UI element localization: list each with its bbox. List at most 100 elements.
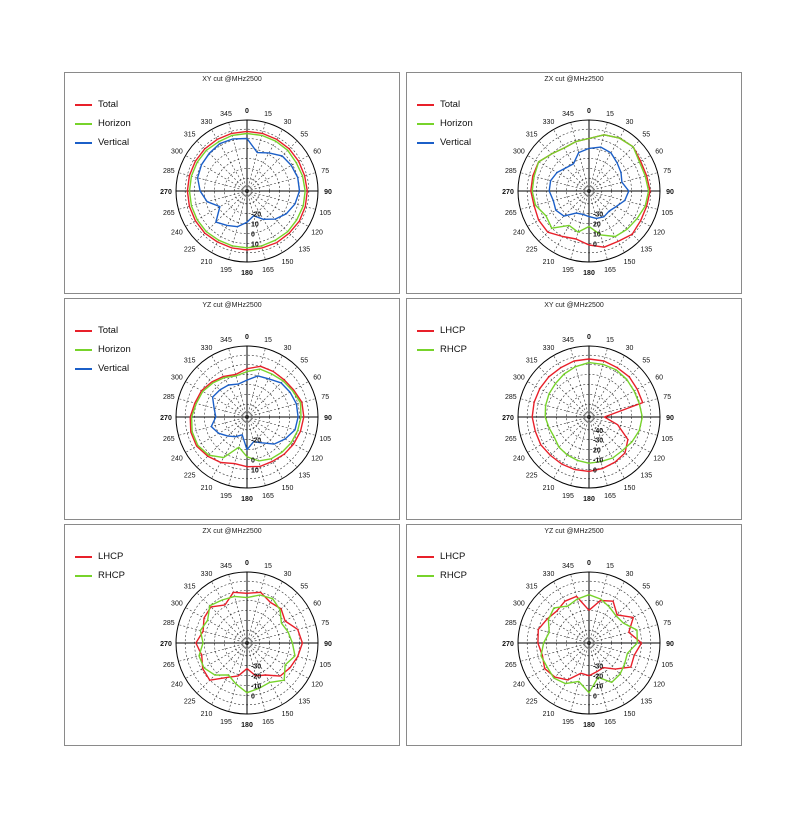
angle-tick-label: 60 — [655, 375, 663, 382]
polar-spoke — [588, 140, 640, 192]
polar-spoke — [246, 398, 316, 418]
polar-spoke — [588, 642, 658, 662]
polar-spoke — [570, 190, 590, 260]
angle-tick-label: 0 — [245, 560, 249, 567]
series-line-total — [189, 365, 305, 468]
angle-tick-label: 60 — [313, 601, 321, 608]
polar-spoke — [520, 398, 590, 418]
angle-tick-label: 195 — [562, 267, 574, 274]
angle-tick-label: 150 — [624, 485, 636, 492]
angle-tick-label: 90 — [666, 415, 674, 422]
series-line-rhcp — [198, 594, 296, 694]
radial-tick-label: 10 — [251, 242, 259, 249]
radial-tick-label: 0 — [593, 242, 597, 249]
angle-tick-label: 270 — [160, 189, 172, 196]
angle-tick-label: 345 — [220, 111, 232, 118]
angle-tick-label: 195 — [562, 719, 574, 726]
angle-tick-label: 180 — [583, 722, 595, 729]
angle-tick-label: 90 — [324, 641, 332, 648]
polar-spoke — [178, 416, 248, 436]
chart-title: XY cut @MHz2500 — [202, 76, 262, 83]
angle-tick-label: 105 — [319, 436, 331, 443]
angle-tick-label: 270 — [160, 641, 172, 648]
legend-label: Total — [98, 99, 119, 110]
angle-tick-label: 150 — [624, 259, 636, 266]
angle-tick-label: 15 — [606, 563, 614, 570]
angle-tick-label: 225 — [184, 698, 196, 705]
radial-tick-label: -30 — [251, 664, 261, 671]
angle-tick-label: 0 — [587, 108, 591, 115]
angle-tick-label: 15 — [606, 111, 614, 118]
angle-tick-label: 150 — [624, 711, 636, 718]
angle-tick-label: 285 — [505, 394, 517, 401]
chart-title: YZ cut @MHz2500 — [202, 302, 262, 309]
angle-tick-label: 75 — [321, 168, 329, 175]
angle-tick-label: 165 — [262, 719, 274, 726]
angle-tick-label: 60 — [655, 601, 663, 608]
polar-spoke — [228, 574, 248, 644]
angle-tick-label: 225 — [526, 698, 538, 705]
series-line-rhcp — [544, 361, 644, 464]
legend-swatch — [75, 367, 92, 370]
legend-swatch — [417, 574, 434, 577]
angle-tick-label: 135 — [298, 698, 310, 705]
angle-tick-label: 265 — [163, 210, 175, 217]
legend-item-horizon: Horizon — [75, 340, 131, 359]
angle-tick-label: 55 — [642, 358, 650, 365]
angle-tick-label: 120 — [311, 682, 323, 689]
angle-tick-label: 330 — [201, 345, 213, 352]
angle-tick-label: 165 — [262, 493, 274, 500]
angle-tick-label: 270 — [160, 415, 172, 422]
angle-tick-label: 165 — [604, 719, 616, 726]
angle-tick-label: 15 — [264, 337, 272, 344]
angle-tick-label: 105 — [661, 662, 673, 669]
angle-tick-label: 195 — [220, 267, 232, 274]
angle-tick-label: 195 — [220, 719, 232, 726]
angle-tick-label: 330 — [543, 345, 555, 352]
polar-chart: 0 15 30 55 60 75 90 105 120 135 150 165 180 195 210 225… — [502, 560, 674, 729]
angle-tick-label: 270 — [502, 189, 514, 196]
legend-label: LHCP — [440, 551, 466, 562]
polar-spoke — [588, 122, 608, 192]
polar-spoke — [246, 624, 316, 644]
legend-item-total: Total — [75, 321, 131, 340]
polar-spoke — [570, 416, 590, 486]
angle-tick-label: 105 — [661, 210, 673, 217]
angle-tick-label: 30 — [284, 345, 292, 352]
angle-tick-label: 120 — [311, 230, 323, 237]
radial-tick-label: -30 — [593, 664, 603, 671]
angle-tick-label: 270 — [502, 641, 514, 648]
angle-tick-label: 300 — [171, 375, 183, 382]
legend-label: Vertical — [98, 363, 130, 374]
series-line-vertical — [196, 137, 301, 228]
legend-item-horizon: Horizon — [417, 114, 473, 133]
angle-tick-label: 135 — [640, 698, 652, 705]
angle-tick-label: 300 — [513, 149, 525, 156]
chart-title: ZX cut @MHz2500 — [544, 76, 604, 83]
angle-tick-label: 330 — [201, 571, 213, 578]
angle-tick-label: 30 — [284, 119, 292, 126]
angle-tick-label: 210 — [543, 711, 555, 718]
radial-tick-label: 10 — [251, 468, 259, 475]
angle-tick-label: 90 — [666, 189, 674, 196]
polar-spoke — [527, 190, 590, 227]
angle-tick-label: 315 — [526, 132, 538, 139]
radial-tick-label: 20 — [593, 222, 601, 229]
radial-tick-label: -10 — [593, 684, 603, 691]
angle-tick-label: 240 — [513, 682, 525, 689]
legend-swatch — [417, 348, 434, 351]
radial-tick-label: -30 — [593, 212, 603, 219]
angle-tick-label: 240 — [513, 230, 525, 237]
polar-spoke — [520, 416, 590, 436]
angle-tick-label: 240 — [171, 682, 183, 689]
angle-tick-label: 315 — [184, 358, 196, 365]
angle-tick-label: 75 — [663, 620, 671, 627]
angle-tick-label: 265 — [163, 436, 175, 443]
series-line-lhcp — [531, 358, 644, 473]
angle-tick-label: 240 — [171, 230, 183, 237]
legend-label: RHCP — [98, 570, 125, 581]
legend-swatch — [75, 348, 92, 351]
radial-tick-label: -10 — [251, 684, 261, 691]
polar-spoke — [538, 642, 590, 694]
angle-tick-label: 55 — [642, 584, 650, 591]
